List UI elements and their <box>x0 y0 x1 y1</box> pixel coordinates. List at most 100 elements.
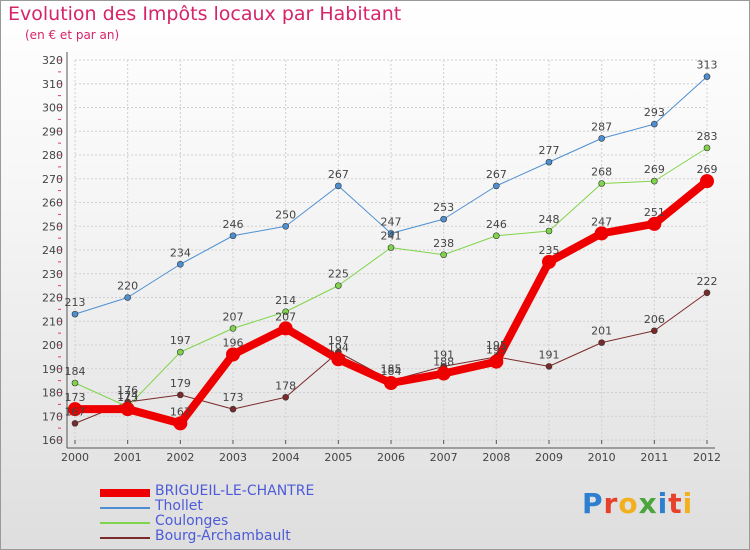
legend-swatch <box>100 537 150 539</box>
data-label-bourg-archambault: 167 <box>65 405 86 418</box>
data-point-thollet <box>282 222 289 230</box>
data-label-coulonges: 207 <box>223 310 244 323</box>
data-point-brigueil-le-chantre <box>173 416 188 431</box>
data-point-coulonges <box>703 144 711 152</box>
data-label-coulonges: 248 <box>539 213 560 226</box>
data-label-coulonges: 268 <box>591 166 612 179</box>
data-point-coulonges <box>229 325 237 332</box>
data-label-thollet: 213 <box>65 296 86 309</box>
x-tick-label: 2009 <box>535 451 563 464</box>
data-label-coulonges: 283 <box>697 130 718 143</box>
y-tick-label: 200 <box>42 339 63 352</box>
logo-letter: i <box>657 487 669 520</box>
y-tick-label: 320 <box>42 54 63 67</box>
data-label-bourg-archambault: 206 <box>644 313 665 326</box>
data-label-thollet: 277 <box>539 144 560 157</box>
data-label-brigueil-le-chantre: 193 <box>486 344 507 357</box>
data-point-brigueil-le-chantre <box>226 347 240 362</box>
data-label-thollet: 253 <box>433 201 454 214</box>
data-label-bourg-archambault: 191 <box>433 348 454 361</box>
data-label-brigueil-le-chantre: 235 <box>539 244 560 257</box>
data-label-brigueil-le-chantre: 173 <box>117 391 138 404</box>
chart-subtitle: (en € et par an) <box>25 28 120 42</box>
logo-letter: x <box>638 487 658 520</box>
data-label-brigueil-le-chantre: 251 <box>644 206 665 219</box>
data-label-bourg-archambault: 195 <box>486 339 507 352</box>
data-point-bourg-archambault <box>703 289 711 297</box>
data-point-coulonges <box>545 227 553 235</box>
data-point-coulonges <box>651 177 658 185</box>
data-label-bourg-archambault: 191 <box>539 348 560 361</box>
data-label-coulonges: 184 <box>65 365 86 378</box>
data-label-thollet: 246 <box>223 218 244 231</box>
data-label-brigueil-le-chantre: 247 <box>591 215 612 228</box>
logo-letter: t <box>668 487 683 520</box>
legend-label: BRIGUEIL-LE-CHANTRE <box>155 483 315 499</box>
data-point-coulonges <box>440 251 447 259</box>
data-point-bourg-archambault <box>651 327 658 335</box>
y-tick-label: 170 <box>42 410 63 423</box>
x-tick-label: 2008 <box>482 451 510 464</box>
data-point-thollet <box>598 135 605 142</box>
data-point-bourg-archambault <box>545 363 553 370</box>
logo-letter: o <box>618 487 639 520</box>
x-tick-label: 2004 <box>272 451 300 464</box>
data-label-thollet: 247 <box>381 215 402 228</box>
data-point-thollet <box>335 182 342 190</box>
data-label-thollet: 234 <box>170 246 191 259</box>
data-point-brigueil-le-chantre <box>700 174 714 189</box>
data-point-coulonges <box>71 379 79 387</box>
data-point-brigueil-le-chantre <box>120 402 135 417</box>
data-label-bourg-archambault: 222 <box>697 275 718 288</box>
x-tick-label: 2000 <box>61 451 89 464</box>
data-point-coulonges <box>493 232 500 240</box>
data-point-thollet <box>545 158 553 166</box>
data-label-bourg-archambault: 197 <box>328 334 349 347</box>
logo-letter: P <box>582 487 604 520</box>
data-point-brigueil-le-chantre <box>647 216 662 231</box>
data-label-brigueil-le-chantre: 207 <box>275 310 296 323</box>
y-tick-label: 220 <box>42 292 63 305</box>
proxiti-logo: Proxiti <box>582 487 693 520</box>
data-point-coulonges <box>177 348 184 356</box>
data-point-brigueil-le-chantre <box>594 226 609 241</box>
data-point-brigueil-le-chantre <box>489 354 504 369</box>
x-tick-label: 2002 <box>166 451 194 464</box>
x-tick-label: 2011 <box>640 451 668 464</box>
data-point-bourg-archambault <box>598 339 605 346</box>
data-label-bourg-archambault: 185 <box>381 363 402 376</box>
y-tick-label: 160 <box>42 434 63 447</box>
y-tick-label: 280 <box>42 149 63 162</box>
legend-label: Thollet <box>155 498 203 514</box>
x-tick-label: 2006 <box>377 451 405 464</box>
x-tick-label: 2010 <box>588 451 616 464</box>
data-point-thollet <box>124 294 131 301</box>
y-tick-label: 190 <box>42 363 63 376</box>
chart-title: Evolution des Impôts locaux par Habitant <box>8 3 402 25</box>
data-label-thollet: 287 <box>591 120 612 133</box>
data-label-brigueil-le-chantre: 173 <box>65 391 86 404</box>
data-point-thollet <box>71 310 79 318</box>
data-label-thollet: 267 <box>486 168 507 181</box>
legend-label: Bourg-Archambault <box>155 528 291 544</box>
data-point-thollet <box>651 120 658 128</box>
y-tick-label: 240 <box>42 244 63 257</box>
y-tick-label: 250 <box>42 220 63 233</box>
x-tick-label: 2005 <box>324 451 352 464</box>
data-point-brigueil-le-chantre <box>331 352 346 367</box>
data-label-thollet: 250 <box>275 208 296 221</box>
data-label-coulonges: 225 <box>328 268 349 281</box>
y-tick-label: 310 <box>42 78 63 91</box>
data-point-brigueil-le-chantre <box>384 376 398 390</box>
data-label-coulonges: 241 <box>381 230 402 243</box>
data-point-brigueil-le-chantre <box>542 254 556 269</box>
data-label-thollet: 293 <box>644 106 665 119</box>
y-tick-label: 180 <box>42 387 63 400</box>
data-point-brigueil-le-chantre <box>68 402 82 417</box>
data-point-brigueil-le-chantre <box>436 366 451 381</box>
legend-label: Coulonges <box>155 513 229 529</box>
x-tick-label: 2001 <box>114 451 142 464</box>
legend-swatch <box>100 489 150 497</box>
